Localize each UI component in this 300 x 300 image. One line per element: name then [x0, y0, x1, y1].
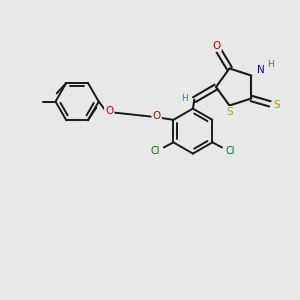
Text: O: O	[212, 41, 221, 51]
Text: O: O	[152, 111, 161, 121]
Text: N: N	[257, 65, 265, 75]
Text: S: S	[273, 100, 280, 110]
Text: O: O	[105, 106, 113, 116]
Text: H: H	[267, 60, 274, 69]
Text: Cl: Cl	[151, 146, 160, 156]
Text: Cl: Cl	[226, 146, 235, 156]
Text: H: H	[182, 94, 188, 103]
Text: S: S	[226, 107, 233, 117]
